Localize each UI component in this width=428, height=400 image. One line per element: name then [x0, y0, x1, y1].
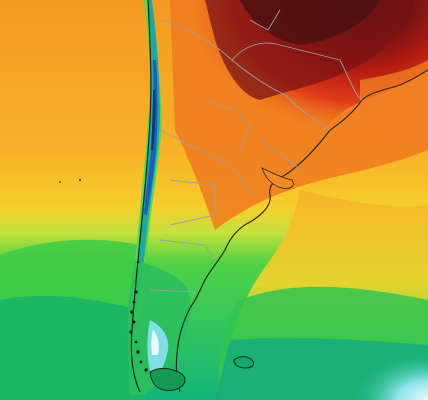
polar-cold-intrusion	[300, 320, 428, 400]
pacific-coastline	[130, 0, 152, 393]
tierra-del-fuego	[149, 367, 186, 391]
paraguay-north-border	[231, 42, 341, 61]
juan-fernandez-island	[79, 179, 81, 181]
falkland-islands	[233, 356, 255, 369]
argentina-province-border-1	[159, 129, 253, 196]
archipelago-island	[136, 350, 140, 354]
archipelago-island	[134, 340, 138, 344]
argentina-province-border-3	[159, 239, 216, 261]
andes-band-mid	[133, 0, 160, 310]
archipelago-island	[139, 360, 143, 364]
political-borders	[149, 9, 363, 293]
andes-coldest-peaks	[151, 90, 156, 150]
extreme-heat-core	[205, 0, 410, 100]
uruguay-border	[259, 139, 301, 171]
archipelago-island	[132, 300, 136, 304]
argentina-province-border-4	[149, 289, 196, 293]
archipelago-island	[132, 320, 136, 324]
peak-heat	[240, 0, 380, 45]
argentina-province-border-5	[204, 99, 251, 151]
pacific-cold-zone	[0, 295, 140, 400]
offshore-islet	[59, 181, 61, 183]
argentina-province-border-2	[169, 179, 216, 226]
archipelago-island	[129, 330, 133, 334]
archipelago-island	[144, 368, 148, 372]
southern-ice-peak	[151, 330, 159, 355]
archipelago-island	[130, 310, 134, 314]
brazil-coastal-warmth	[360, 60, 428, 150]
rio-de-la-plata	[261, 167, 294, 189]
paraguay-south-border	[284, 94, 331, 131]
archipelago-island	[134, 290, 138, 294]
chilean-archipelago	[129, 260, 148, 372]
bolivia-dept-border	[249, 9, 281, 31]
brazil-coastline	[329, 69, 428, 131]
archipelago-island	[136, 260, 140, 264]
brazil-state-border	[339, 59, 363, 101]
